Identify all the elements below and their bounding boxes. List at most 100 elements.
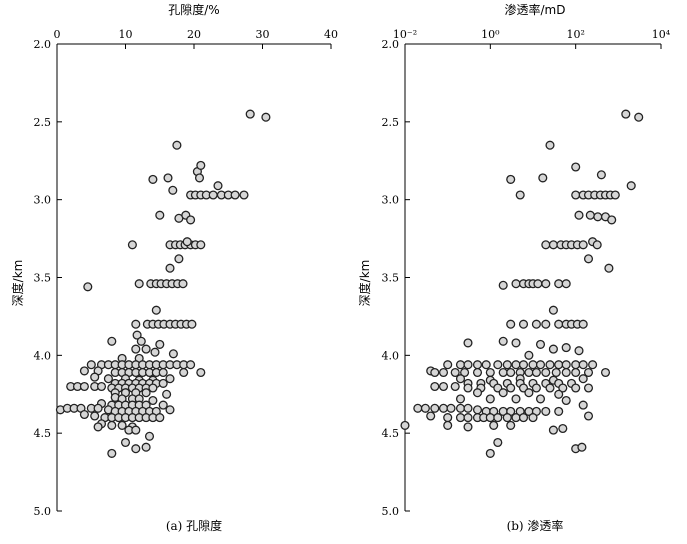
permeability-data-point [463,403,473,413]
permeability-x-tick-label: 10⁻² [393,28,417,41]
porosity-data-point [196,160,206,170]
permeability-y-tick-label: 4.0 [382,349,400,362]
porosity-data-point [230,190,240,200]
permeability-data-point [535,360,546,370]
permeability-data-point [420,403,430,413]
permeability-data-point [583,383,594,393]
porosity-data-point [172,140,182,150]
permeability-data-point [545,140,555,150]
permeability-x-tick-label: 10⁴ [652,28,671,41]
porosity-data-point [107,420,117,430]
permeability-panel: 渗透率/mD 深度/km (b) 渗透率 10⁻² 10⁰ 10² 10⁴ 2.02.… [357,2,671,533]
porosity-data-point [194,173,205,183]
permeability-x-tick-label: 10² [566,28,584,41]
permeability-data-point [498,280,508,290]
porosity-data-point [131,344,141,354]
porosity-data-point [79,409,89,420]
porosity-data-point [196,240,206,250]
porosity-panel: 孔隙度/% 深度/km (a) 孔隙度 0 10 20 30 40 2.0 2.5 3.0 3… [10,2,338,533]
permeability-data-point [528,413,538,423]
permeability-data-point [455,374,466,384]
porosity-data-point [148,383,158,393]
permeability-data-point [430,403,440,413]
porosity-data-point [208,190,218,200]
porosity-data-point [261,112,271,122]
permeability-data-point [472,367,483,378]
porosity-data-point [107,336,117,346]
permeability-data-point [554,279,564,289]
porosity-y-tick-label: 4.5 [34,427,52,440]
porosity-data-point [120,437,131,448]
permeability-data-point [578,240,588,250]
porosity-data-point [168,185,178,195]
permeability-data-point [596,170,606,180]
permeability-data-point [531,319,541,329]
permeability-data-point [498,336,508,346]
porosity-data-point [86,360,96,370]
permeability-data-point [577,442,587,452]
permeability-data-point [545,383,555,393]
permeability-data-point [548,240,558,250]
permeability-data-point [548,344,558,354]
permeability-data-point [571,383,581,393]
porosity-x-ticks: 0 10 20 30 40 [54,28,338,49]
permeability-data-point [610,190,620,200]
permeability-data-point [604,263,614,273]
permeability-data-point [528,360,538,370]
permeability-data-point [551,367,561,378]
permeability-data-point [554,319,564,329]
porosity-data-point [107,448,117,458]
porosity-data-point [158,367,168,378]
permeability-data-point [493,413,503,423]
permeability-caption: (b) 渗透率 [507,518,564,533]
permeability-data-point [561,360,571,370]
porosity-y-ticks: 2.0 2.5 3.0 3.5 4.0 4.5 5.0 [34,38,62,518]
permeability-data-point [535,339,546,349]
permeability-data-point [472,388,483,398]
porosity-y-tick-label: 5.0 [34,505,52,518]
permeability-data-point [545,360,555,370]
porosity-caption: (a) 孔隙度 [166,518,222,533]
porosity-data-point [79,381,89,392]
porosity-data-point [90,411,100,421]
permeability-data-point [600,367,611,378]
porosity-data-point [83,282,93,292]
porosity-data-point [163,173,173,183]
permeability-data-point [493,360,503,370]
permeability-data-point [574,210,584,220]
porosity-data-point [131,444,141,454]
porosity-data-point [213,181,223,191]
permeability-data-point [506,383,516,393]
permeability-data-point [443,413,453,423]
permeability-data-point [541,240,551,250]
permeability-data-point [485,367,495,378]
porosity-x-axis-title: 孔隙度/% [168,2,219,17]
porosity-data-point [186,215,196,225]
permeability-y-axis-title: 深度/km [357,260,372,307]
permeability-data-point [592,240,602,250]
permeability-data-point [472,360,483,370]
permeability-data-point [430,381,440,392]
porosity-data-point [245,109,255,119]
porosity-data-point [165,263,175,273]
permeability-y-tick-label: 2.0 [382,38,400,51]
porosity-data-point [168,349,178,359]
permeability-data-point [498,388,508,398]
porosity-data-point [158,378,168,388]
permeability-data-point [561,343,571,353]
porosity-y-tick-label: 2.0 [34,38,52,51]
permeability-data-point [438,367,449,378]
porosity-data-point [182,237,192,247]
permeability-data-point [485,413,495,423]
permeability-data-point [515,190,525,200]
porosity-data-point [141,388,151,398]
permeability-x-tick-label: 10⁰ [481,28,500,41]
permeability-data-point [621,109,631,119]
permeability-data-point [583,367,594,378]
porosity-data-point [186,360,196,370]
porosity-data-point [117,420,127,430]
permeability-data-point [413,403,423,413]
permeability-data-point [511,394,521,404]
porosity-y-tick-label: 3.5 [34,272,52,285]
permeability-data-point [524,388,534,398]
